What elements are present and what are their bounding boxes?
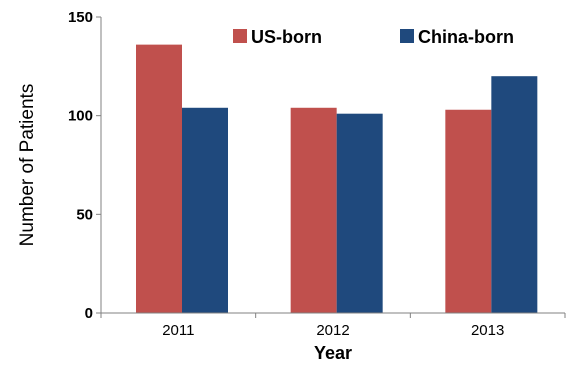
bar-china-born-2012 [336, 113, 383, 314]
bar-china-born-2013 [491, 76, 538, 313]
ticks-layer: 0 50 100 150 2011 2012 2013 [68, 9, 566, 339]
legend-label-us-born: US-born [251, 27, 322, 47]
y-tick-label: 100 [68, 108, 93, 125]
bar-us-born-2013 [445, 109, 492, 313]
legend-swatch-china-born [400, 29, 414, 43]
bars-layer [136, 44, 538, 314]
y-tick-label: 0 [85, 305, 93, 322]
legend: US-born China-born [233, 27, 514, 47]
legend-label-china-born: China-born [418, 27, 514, 47]
x-tick-label: 2013 [471, 322, 504, 339]
legend-swatch-us-born [233, 29, 247, 43]
x-axis-title: Year [314, 343, 352, 363]
bar-china-born-2011 [182, 107, 228, 313]
y-tick-label: 50 [76, 206, 93, 223]
x-tick-label: 2012 [316, 322, 349, 339]
y-tick-label: 150 [68, 9, 93, 26]
bar-us-born-2012 [290, 107, 337, 313]
bar-us-born-2011 [136, 44, 182, 313]
axes-layer [100, 17, 565, 314]
y-axis-title: Number of Patients [17, 84, 38, 247]
x-tick-label: 2011 [162, 322, 194, 339]
